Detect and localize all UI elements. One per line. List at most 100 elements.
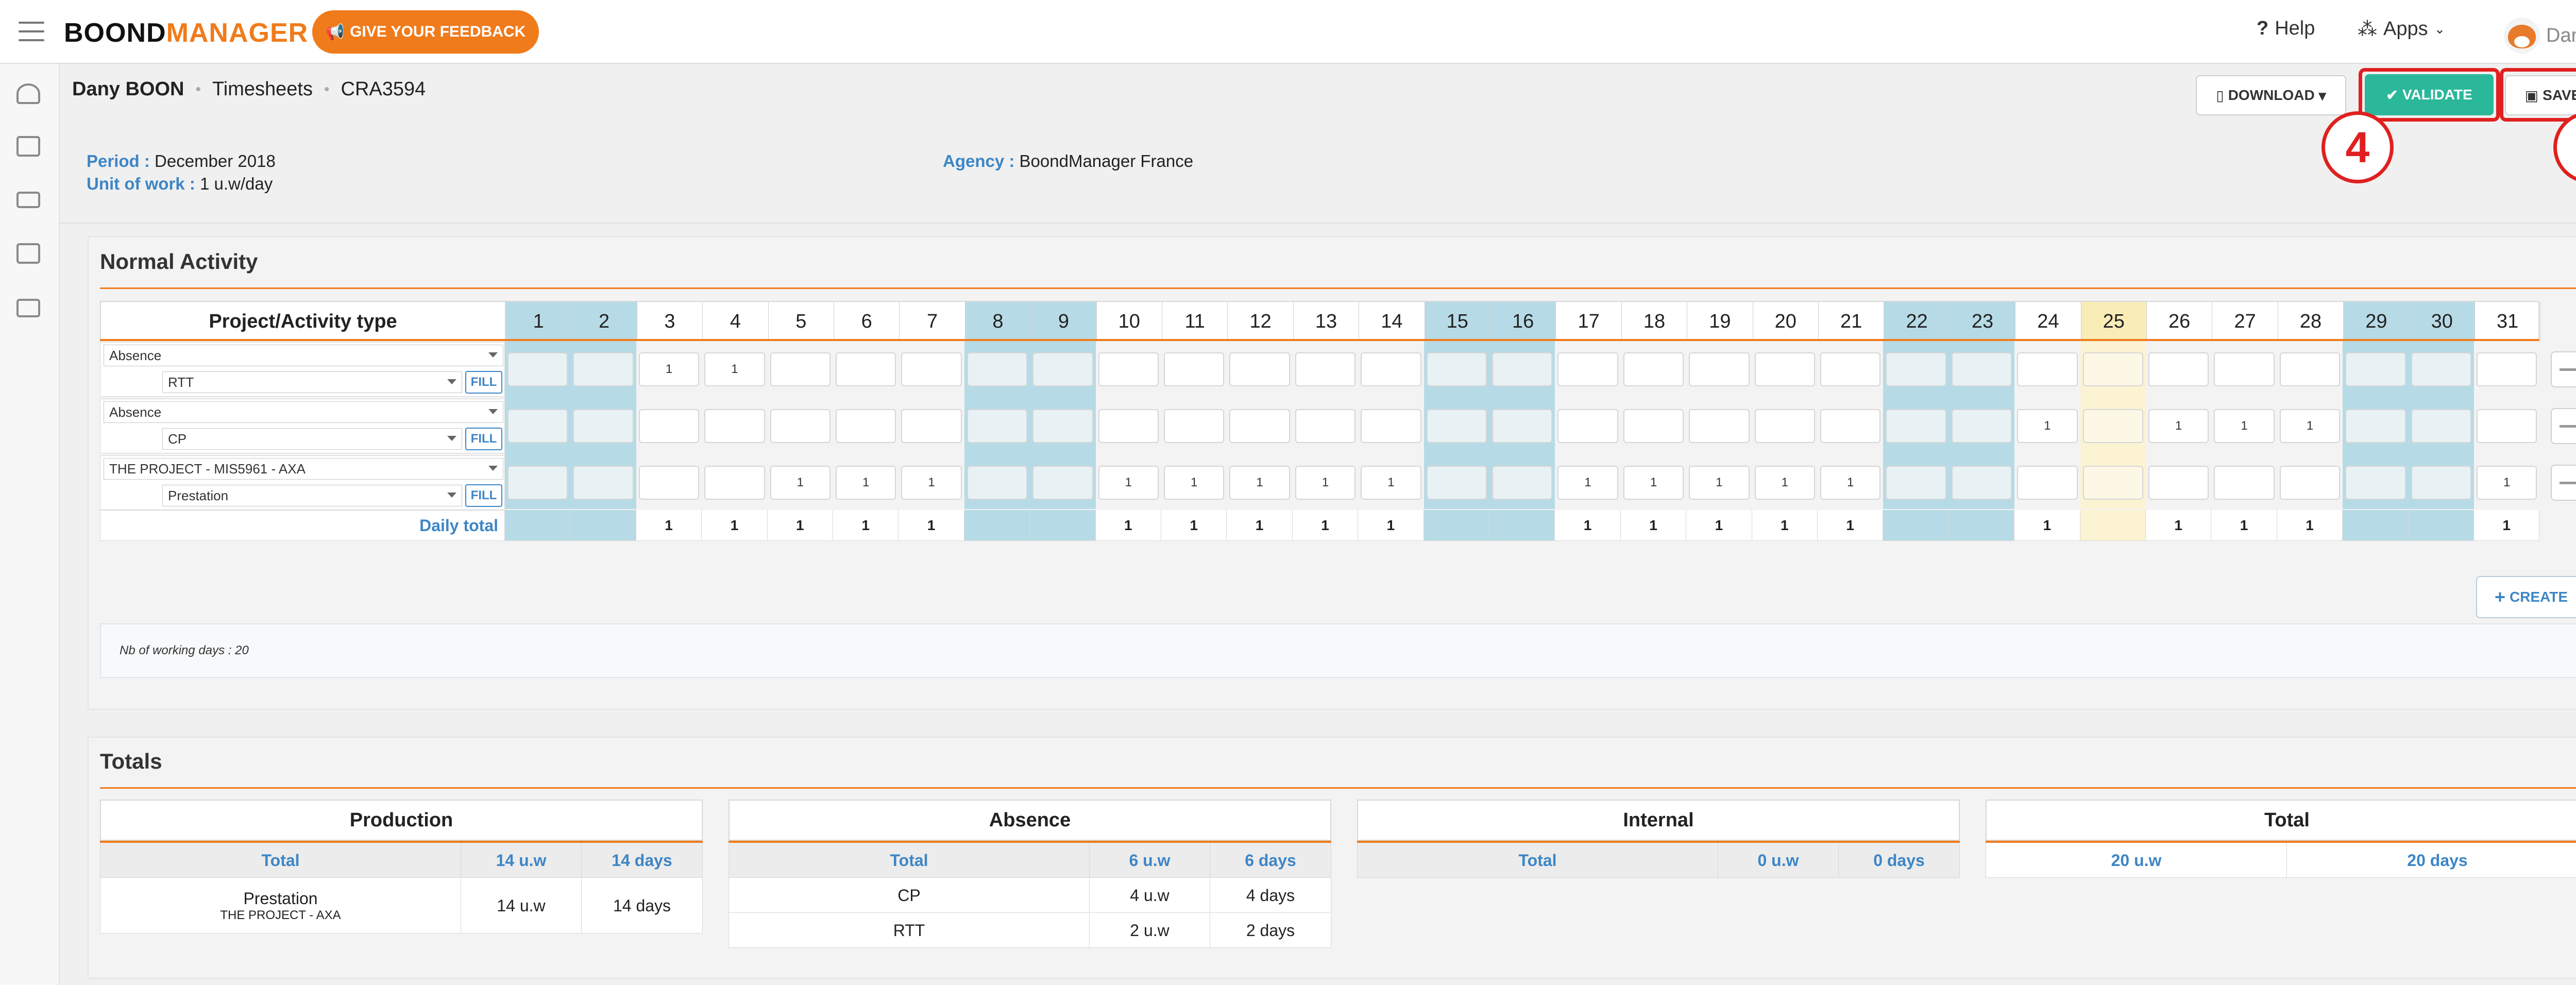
money-icon[interactable] (16, 192, 40, 208)
day-input-28[interactable] (2279, 466, 2341, 500)
remove-row-icon[interactable] (2551, 408, 2576, 444)
day-input-19[interactable]: 1 (1689, 466, 1750, 500)
day-input-21[interactable] (1820, 409, 1881, 443)
day-input-15[interactable] (1426, 352, 1487, 386)
day-input-9[interactable] (1032, 466, 1093, 500)
day-input-17[interactable] (1557, 352, 1618, 386)
day-input-20[interactable]: 1 (1754, 466, 1815, 500)
day-input-6[interactable] (836, 352, 896, 386)
day-input-16[interactable] (1492, 409, 1553, 443)
day-input-23[interactable] (1951, 409, 2012, 443)
day-input-27[interactable] (2214, 466, 2275, 500)
day-input-24[interactable] (2017, 466, 2078, 500)
day-input-7[interactable]: 1 (901, 466, 962, 500)
day-input-13[interactable]: 1 (1295, 466, 1356, 500)
breadcrumb-resource[interactable]: Dany BOON (72, 78, 184, 100)
day-input-10[interactable] (1098, 352, 1159, 386)
day-input-3[interactable]: 1 (638, 352, 700, 386)
day-input-29[interactable] (2345, 352, 2406, 386)
activity-type-select[interactable]: Absence (104, 401, 503, 423)
menu-icon[interactable] (19, 22, 44, 42)
day-input-9[interactable] (1032, 352, 1093, 386)
activity-type-select[interactable]: THE PROJECT - MIS5961 - AXA (104, 458, 503, 480)
day-input-12[interactable]: 1 (1229, 466, 1290, 500)
day-input-1[interactable] (507, 466, 568, 500)
day-input-31[interactable] (2477, 352, 2537, 386)
activity-type-select[interactable]: Absence (104, 345, 503, 366)
day-input-12[interactable] (1229, 409, 1290, 443)
day-input-30[interactable] (2411, 352, 2471, 386)
day-input-22[interactable] (1886, 352, 1946, 386)
day-input-8[interactable] (967, 409, 1028, 443)
day-input-14[interactable]: 1 (1361, 466, 1421, 500)
day-input-19[interactable] (1689, 352, 1750, 386)
day-input-5[interactable] (770, 409, 831, 443)
planning-icon[interactable] (16, 243, 40, 264)
day-input-12[interactable] (1229, 352, 1290, 386)
day-input-1[interactable] (507, 352, 568, 386)
day-input-25[interactable] (2082, 352, 2143, 386)
calendar-icon[interactable] (16, 136, 40, 157)
day-input-14[interactable] (1361, 352, 1421, 386)
day-input-8[interactable] (967, 352, 1028, 386)
day-input-16[interactable] (1492, 352, 1553, 386)
day-input-7[interactable] (901, 409, 962, 443)
day-input-18[interactable] (1623, 409, 1684, 443)
day-input-15[interactable] (1426, 409, 1487, 443)
day-input-5[interactable] (770, 352, 831, 386)
fill-button[interactable]: FILL (465, 428, 502, 450)
day-input-21[interactable] (1820, 352, 1881, 386)
user-menu[interactable]: Dany ⌄ (2504, 18, 2576, 54)
app-logo[interactable]: BOONDMANAGER (64, 18, 308, 48)
activity-select[interactable]: CP (162, 428, 462, 450)
day-input-22[interactable] (1886, 466, 1946, 500)
day-input-25[interactable] (2082, 466, 2143, 500)
remove-row-icon[interactable] (2551, 465, 2576, 501)
apps-menu[interactable]: ⁂ Apps ⌄ (2358, 18, 2445, 41)
day-input-23[interactable] (1951, 466, 2012, 500)
day-input-30[interactable] (2411, 466, 2471, 500)
create-button[interactable]: + CREATE (2476, 576, 2576, 618)
day-input-20[interactable] (1754, 352, 1815, 386)
day-input-31[interactable] (2477, 409, 2537, 443)
day-input-26[interactable] (2148, 466, 2209, 500)
day-input-6[interactable] (836, 409, 896, 443)
briefcase-icon[interactable] (16, 299, 40, 317)
day-input-19[interactable] (1689, 409, 1750, 443)
day-input-15[interactable] (1426, 466, 1487, 500)
day-input-13[interactable] (1295, 409, 1356, 443)
day-input-11[interactable] (1164, 352, 1225, 386)
day-input-18[interactable]: 1 (1623, 466, 1684, 500)
day-input-13[interactable] (1295, 352, 1356, 386)
day-input-4[interactable] (704, 466, 765, 500)
give-feedback-button[interactable]: 📢 GIVE YOUR FEEDBACK (312, 10, 539, 54)
day-input-23[interactable] (1951, 352, 2012, 386)
day-input-2[interactable] (573, 409, 634, 443)
day-input-31[interactable]: 1 (2477, 466, 2537, 500)
day-input-3[interactable] (638, 466, 700, 500)
day-input-26[interactable] (2148, 352, 2209, 386)
day-input-2[interactable] (573, 352, 634, 386)
day-input-1[interactable] (507, 409, 568, 443)
day-input-21[interactable]: 1 (1820, 466, 1881, 500)
day-input-27[interactable] (2214, 352, 2275, 386)
dashboard-icon[interactable] (16, 83, 40, 104)
day-input-28[interactable] (2279, 352, 2341, 386)
activity-select[interactable]: RTT (162, 371, 462, 393)
day-input-22[interactable] (1886, 409, 1946, 443)
day-input-16[interactable] (1492, 466, 1553, 500)
remove-row-icon[interactable] (2551, 351, 2576, 387)
activity-select[interactable]: Prestation (162, 485, 462, 506)
day-input-18[interactable] (1623, 352, 1684, 386)
day-input-26[interactable]: 1 (2148, 409, 2209, 443)
day-input-6[interactable]: 1 (836, 466, 896, 500)
fill-button[interactable]: FILL (465, 371, 502, 394)
day-input-17[interactable] (1557, 409, 1618, 443)
day-input-24[interactable]: 1 (2017, 409, 2078, 443)
breadcrumb-section[interactable]: Timesheets (212, 78, 313, 100)
day-input-14[interactable] (1361, 409, 1421, 443)
day-input-30[interactable] (2411, 409, 2471, 443)
day-input-24[interactable] (2017, 352, 2078, 386)
save-button[interactable]: ▣ SAVE (2505, 75, 2576, 115)
day-input-9[interactable] (1032, 409, 1093, 443)
